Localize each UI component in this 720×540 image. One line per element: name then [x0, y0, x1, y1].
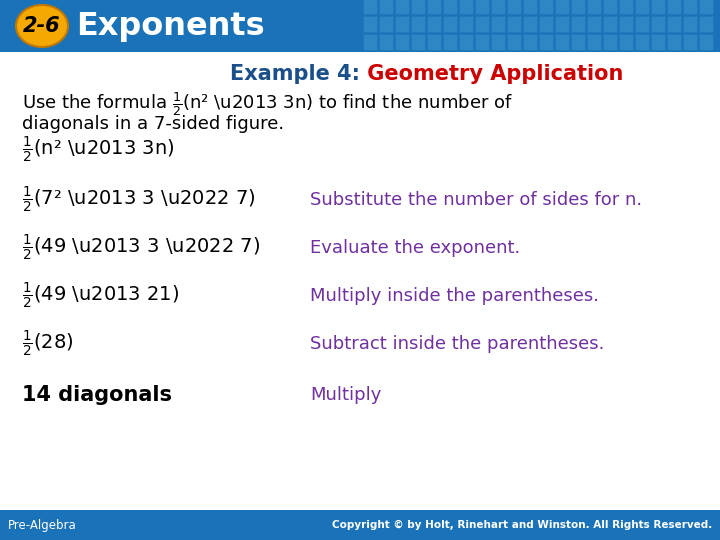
Bar: [363, 0, 377, 14]
Text: Use the formula $\mathregular{\frac{1}{2}}$(n² \u2013 3n) to find the number of: Use the formula $\mathregular{\frac{1}{2…: [22, 90, 513, 118]
Bar: [0, 510, 720, 540]
Bar: [667, 0, 681, 14]
Bar: [619, 16, 633, 32]
Bar: [379, 0, 393, 14]
Bar: [635, 0, 649, 14]
Bar: [635, 34, 649, 50]
Text: 2-6: 2-6: [23, 16, 60, 36]
Bar: [363, 34, 377, 50]
Bar: [395, 34, 409, 50]
Bar: [507, 0, 521, 14]
Bar: [459, 16, 473, 32]
Bar: [475, 34, 489, 50]
Bar: [651, 16, 665, 32]
Bar: [459, 34, 473, 50]
Bar: [411, 16, 425, 32]
Text: 14 diagonals: 14 diagonals: [22, 385, 172, 405]
Bar: [443, 34, 457, 50]
Bar: [619, 34, 633, 50]
Bar: [667, 16, 681, 32]
Bar: [603, 34, 617, 50]
Bar: [443, 16, 457, 32]
Bar: [683, 16, 697, 32]
Bar: [587, 0, 601, 14]
Bar: [651, 0, 665, 14]
Text: Substitute the number of sides for n.: Substitute the number of sides for n.: [310, 191, 642, 209]
Bar: [395, 16, 409, 32]
Bar: [603, 0, 617, 14]
Bar: [523, 16, 537, 32]
Text: Copyright © by Holt, Rinehart and Winston. All Rights Reserved.: Copyright © by Holt, Rinehart and Winsto…: [332, 520, 712, 530]
Bar: [427, 34, 441, 50]
Text: Geometry Application: Geometry Application: [360, 64, 624, 84]
Text: Example 4:: Example 4:: [230, 64, 360, 84]
Bar: [699, 34, 713, 50]
Bar: [379, 34, 393, 50]
Text: Evaluate the exponent.: Evaluate the exponent.: [310, 239, 521, 257]
Bar: [555, 34, 569, 50]
Bar: [651, 34, 665, 50]
Bar: [411, 0, 425, 14]
Bar: [619, 0, 633, 14]
Text: Subtract inside the parentheses.: Subtract inside the parentheses.: [310, 335, 604, 353]
Bar: [539, 34, 553, 50]
Bar: [587, 16, 601, 32]
Text: Pre-Algebra: Pre-Algebra: [8, 518, 77, 531]
Bar: [587, 34, 601, 50]
Bar: [523, 0, 537, 14]
Bar: [459, 0, 473, 14]
Bar: [427, 16, 441, 32]
Bar: [571, 34, 585, 50]
Bar: [555, 0, 569, 14]
Bar: [555, 16, 569, 32]
Bar: [379, 16, 393, 32]
Bar: [683, 0, 697, 14]
Bar: [571, 0, 585, 14]
Bar: [667, 34, 681, 50]
Bar: [539, 0, 553, 14]
Bar: [699, 0, 713, 14]
Bar: [603, 16, 617, 32]
Bar: [491, 34, 505, 50]
Bar: [475, 16, 489, 32]
Text: $\mathregular{\frac{1}{2}}$(7² \u2013 3 \u2022 7): $\mathregular{\frac{1}{2}}$(7² \u2013 3 …: [22, 185, 256, 215]
Bar: [0, 0, 720, 52]
Bar: [523, 34, 537, 50]
Bar: [491, 16, 505, 32]
Bar: [539, 16, 553, 32]
Bar: [683, 34, 697, 50]
Text: Exponents: Exponents: [76, 10, 265, 42]
Bar: [491, 0, 505, 14]
Bar: [571, 16, 585, 32]
Ellipse shape: [16, 5, 68, 47]
Bar: [635, 16, 649, 32]
Bar: [443, 0, 457, 14]
Text: Multiply: Multiply: [310, 386, 382, 404]
Bar: [427, 0, 441, 14]
Bar: [475, 0, 489, 14]
Text: diagonals in a 7-sided figure.: diagonals in a 7-sided figure.: [22, 115, 284, 133]
Text: $\mathregular{\frac{1}{2}}$(49 \u2013 3 \u2022 7): $\mathregular{\frac{1}{2}}$(49 \u2013 3 …: [22, 233, 260, 263]
Text: Multiply inside the parentheses.: Multiply inside the parentheses.: [310, 287, 599, 305]
Text: $\mathregular{\frac{1}{2}}$(28): $\mathregular{\frac{1}{2}}$(28): [22, 329, 73, 359]
Bar: [411, 34, 425, 50]
Bar: [507, 34, 521, 50]
Bar: [395, 0, 409, 14]
Bar: [363, 16, 377, 32]
Text: $\mathregular{\frac{1}{2}}$(n² \u2013 3n): $\mathregular{\frac{1}{2}}$(n² \u2013 3n…: [22, 135, 174, 165]
Bar: [507, 16, 521, 32]
Text: $\mathregular{\frac{1}{2}}$(49 \u2013 21): $\mathregular{\frac{1}{2}}$(49 \u2013 21…: [22, 281, 179, 311]
Bar: [699, 16, 713, 32]
